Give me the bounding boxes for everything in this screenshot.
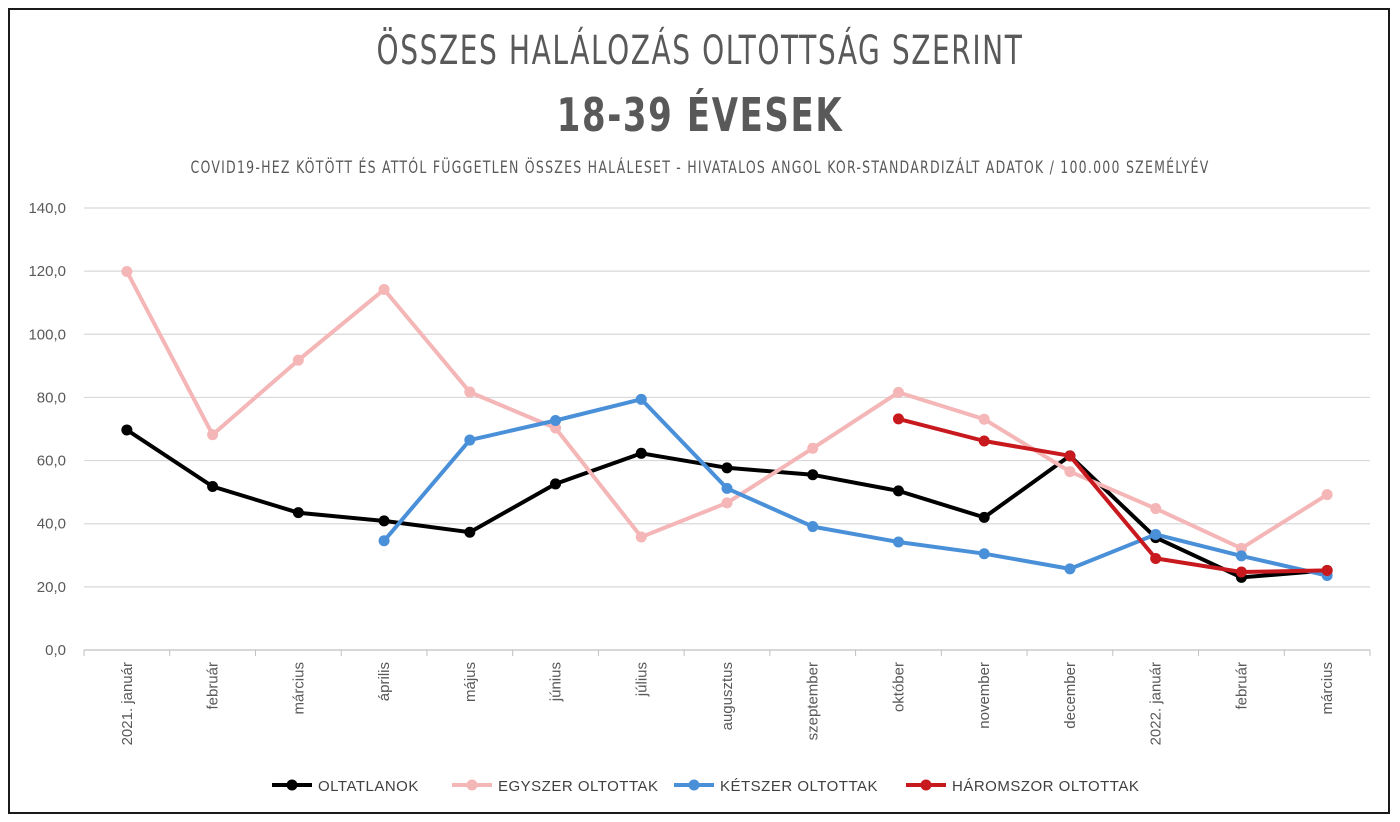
data-point: [292, 507, 304, 519]
y-tick-label: 0,0: [45, 642, 66, 659]
legend-label: HÁROMSZOR OLTOTTAK: [952, 778, 1139, 795]
data-point: [978, 413, 990, 425]
data-point: [978, 435, 990, 447]
x-tick-label: 2021. január: [119, 662, 136, 745]
x-tick-label: július: [633, 662, 650, 697]
data-point: [892, 536, 904, 548]
data-point: [807, 521, 819, 533]
data-point: [978, 511, 990, 523]
data-point: [378, 515, 390, 527]
data-point: [378, 535, 390, 547]
series-line-2: [382, 397, 1330, 578]
x-tick-label: február: [1233, 662, 1250, 710]
y-tick-label: 80,0: [37, 389, 66, 406]
x-tick-label: december: [1062, 662, 1079, 729]
data-point: [121, 424, 133, 436]
x-tick-label: április: [376, 662, 393, 701]
data-point: [978, 548, 990, 560]
legend-label: OLTATLANOK: [318, 778, 419, 795]
data-point: [292, 354, 304, 366]
legend-label: KÉTSZER OLTOTTAK: [720, 778, 878, 795]
y-tick-label: 140,0: [28, 200, 66, 217]
data-point: [121, 265, 133, 277]
data-point: [892, 485, 904, 497]
data-point: [635, 447, 647, 459]
legend-swatch-marker: [688, 779, 700, 791]
data-point: [807, 469, 819, 481]
series-line-3: [896, 416, 1330, 574]
data-point: [721, 462, 733, 474]
y-tick-label: 60,0: [37, 453, 66, 470]
data-point: [207, 429, 219, 441]
data-point: [1235, 566, 1247, 578]
data-point: [1235, 542, 1247, 554]
y-tick-label: 100,0: [28, 326, 66, 343]
x-tick-label: augusztus: [719, 662, 736, 730]
data-point: [892, 413, 904, 425]
y-tick-label: 40,0: [37, 516, 66, 533]
legend-swatch-marker: [920, 779, 932, 791]
data-point: [464, 526, 476, 538]
data-point: [207, 480, 219, 492]
data-point: [635, 531, 647, 543]
data-point: [892, 386, 904, 398]
data-point: [807, 442, 819, 454]
x-tick-label: június: [548, 662, 565, 702]
data-point: [1150, 528, 1162, 540]
x-tick-label: október: [890, 662, 907, 712]
legend-label: EGYSZER OLTOTTAK: [498, 778, 659, 795]
x-tick-label: november: [976, 662, 993, 729]
legend-swatch-marker: [466, 779, 478, 791]
data-point: [1235, 550, 1247, 562]
y-tick-label: 20,0: [37, 579, 66, 596]
data-point: [550, 478, 562, 490]
x-tick-label: március: [1319, 662, 1336, 715]
y-tick-label: 120,0: [28, 263, 66, 280]
data-point: [635, 393, 647, 405]
data-point: [550, 422, 562, 434]
data-point: [1064, 563, 1076, 575]
data-point: [1150, 503, 1162, 515]
data-point: [721, 497, 733, 509]
data-point: [464, 386, 476, 398]
chart-subtitle: 18-39 ÉVESEK: [556, 88, 844, 142]
chart-note: COVID19-HEZ KÖTÖTT ÉS ATTÓL FÜGGETLEN ÖS…: [190, 158, 1210, 178]
x-tick-label: 2022. január: [1148, 662, 1165, 745]
data-point: [1064, 466, 1076, 478]
legend-swatch-marker: [286, 779, 298, 791]
data-point: [1064, 450, 1076, 462]
data-point: [1150, 552, 1162, 564]
x-tick-label: március: [290, 662, 307, 715]
data-point: [550, 414, 562, 426]
x-tick-label: szeptember: [805, 662, 822, 740]
data-point: [721, 482, 733, 494]
x-tick-label: február: [205, 662, 222, 710]
chart-title: ÖSSZES HALÁLOZÁS OLTOTTSÁG SZERINT: [376, 28, 1024, 74]
data-point: [464, 434, 476, 446]
data-point: [1321, 489, 1333, 501]
data-point: [1321, 564, 1333, 576]
data-point: [378, 283, 390, 295]
x-tick-label: május: [462, 662, 479, 702]
